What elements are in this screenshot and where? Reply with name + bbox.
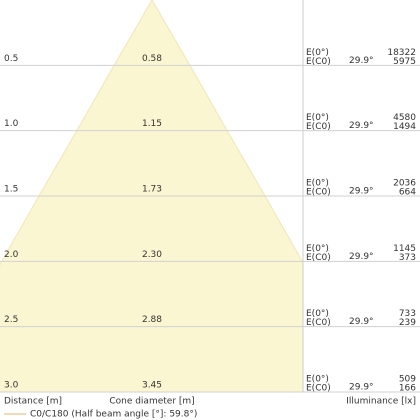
illuminance-value: 509: [399, 375, 416, 385]
series-name: E(C0): [306, 318, 331, 328]
series-name: E(0°): [306, 113, 329, 123]
diameter-label: 0.58: [142, 54, 162, 64]
illuminance-value: 18322: [387, 48, 416, 58]
series-name: E(C0): [306, 57, 331, 67]
diameter-label: 1.73: [142, 185, 162, 195]
series-name: E(C0): [306, 253, 331, 263]
illuminance-value: 733: [399, 309, 416, 319]
illuminance-value: 166: [399, 384, 416, 394]
diameter-label: 3.45: [142, 381, 162, 391]
series-name: E(0°): [306, 244, 329, 254]
angle-label: 29.9°: [349, 252, 374, 262]
angle-label: 29.9°: [349, 383, 374, 393]
distance-label: 0.5: [4, 54, 18, 64]
illuminance-value: 2036: [393, 179, 416, 189]
series-name: E(C0): [306, 188, 331, 198]
series-name: E(C0): [306, 122, 331, 132]
diameter-axis-label: Cone diameter [m]: [109, 397, 194, 407]
diameter-label: 1.15: [142, 119, 162, 129]
illuminance-value: 664: [399, 188, 416, 198]
distance-label: 3.0: [4, 381, 19, 391]
illuminance-value: 4580: [393, 113, 416, 123]
angle-label: 29.9°: [349, 121, 374, 131]
illuminance-value: 5975: [393, 57, 416, 67]
series-name: E(0°): [306, 48, 329, 58]
illuminance-value: 373: [399, 253, 416, 263]
series-name: E(0°): [306, 375, 329, 385]
illuminance-value: 1494: [393, 122, 416, 132]
angle-label: 29.9°: [349, 317, 374, 327]
series-name: E(C0): [306, 384, 331, 394]
distance-label: 1.0: [4, 119, 19, 129]
series-name: E(0°): [306, 309, 329, 319]
diameter-label: 2.88: [142, 315, 162, 325]
distance-label: 1.5: [4, 185, 18, 195]
illuminance-axis-label: Illuminance [lx]: [346, 397, 416, 407]
angle-label: 29.9°: [349, 187, 374, 197]
diameter-label: 2.30: [142, 250, 162, 260]
distance-axis-label: Distance [m]: [4, 397, 62, 407]
illuminance-value: 239: [399, 318, 416, 328]
distance-label: 2.5: [4, 315, 18, 325]
series-name: E(0°): [306, 179, 329, 189]
legend-label: C0/C180 (Half beam angle [°]: 59.8°): [30, 410, 197, 420]
angle-label: 29.9°: [349, 56, 374, 66]
distance-label: 2.0: [4, 250, 19, 260]
illuminance-value: 1145: [393, 244, 416, 254]
